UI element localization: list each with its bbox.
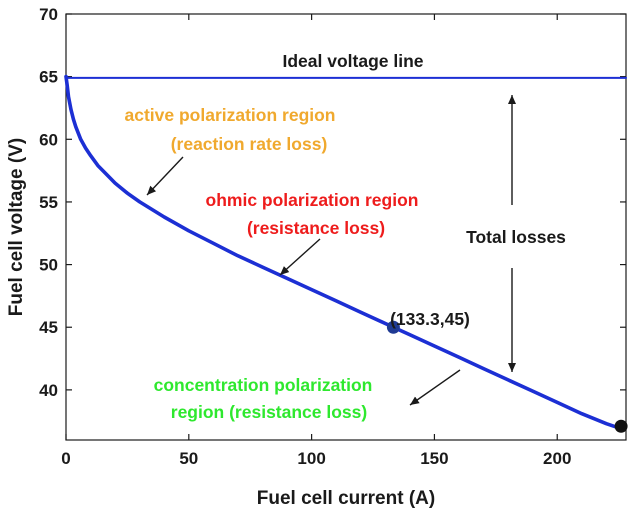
label-concentration-region-loss: region (resistance loss) <box>171 402 367 422</box>
operating-point-marker <box>386 320 400 334</box>
x-tick-label: 150 <box>420 449 448 468</box>
axis-ticks: 0 50 100 150 200 40 45 50 55 60 65 70 <box>39 5 626 468</box>
label-ideal-voltage-line: Ideal voltage line <box>282 51 423 71</box>
arrow-active-region <box>146 156 184 196</box>
y-tick-label: 55 <box>39 193 58 212</box>
label-active-region: active polarization region <box>124 105 335 125</box>
y-tick-label: 50 <box>39 256 58 275</box>
plot-area <box>65 13 627 441</box>
arrow-ohmic-region <box>279 238 321 276</box>
label-ohmic-region: ohmic polarization region <box>206 190 419 210</box>
end-point-marker <box>614 419 628 433</box>
x-tick-label: 50 <box>179 449 198 468</box>
y-tick-label: 60 <box>39 130 58 149</box>
y-tick-label: 65 <box>39 68 58 87</box>
label-active-region-loss: (reaction rate loss) <box>171 134 328 154</box>
annotation-arrows <box>146 95 516 406</box>
y-tick-label: 40 <box>39 381 58 400</box>
x-axis-title: Fuel cell current (A) <box>257 488 435 509</box>
label-concentration-region: concentration polarization <box>154 375 373 395</box>
x-tick-label: 200 <box>543 449 571 468</box>
arrow-concentration-region <box>409 369 461 406</box>
label-operating-point: (133.3,45) <box>390 309 470 329</box>
polarization-curve <box>64 74 623 431</box>
label-total-losses: Total losses <box>466 227 566 247</box>
label-ohmic-region-loss: (resistance loss) <box>247 218 385 238</box>
series-layer <box>64 74 628 433</box>
x-tick-label: 100 <box>297 449 325 468</box>
y-tick-label: 70 <box>39 5 58 24</box>
y-axis-title: Fuel cell voltage (V) <box>6 138 27 316</box>
y-tick-label: 45 <box>39 318 58 337</box>
x-tick-label: 0 <box>61 449 70 468</box>
